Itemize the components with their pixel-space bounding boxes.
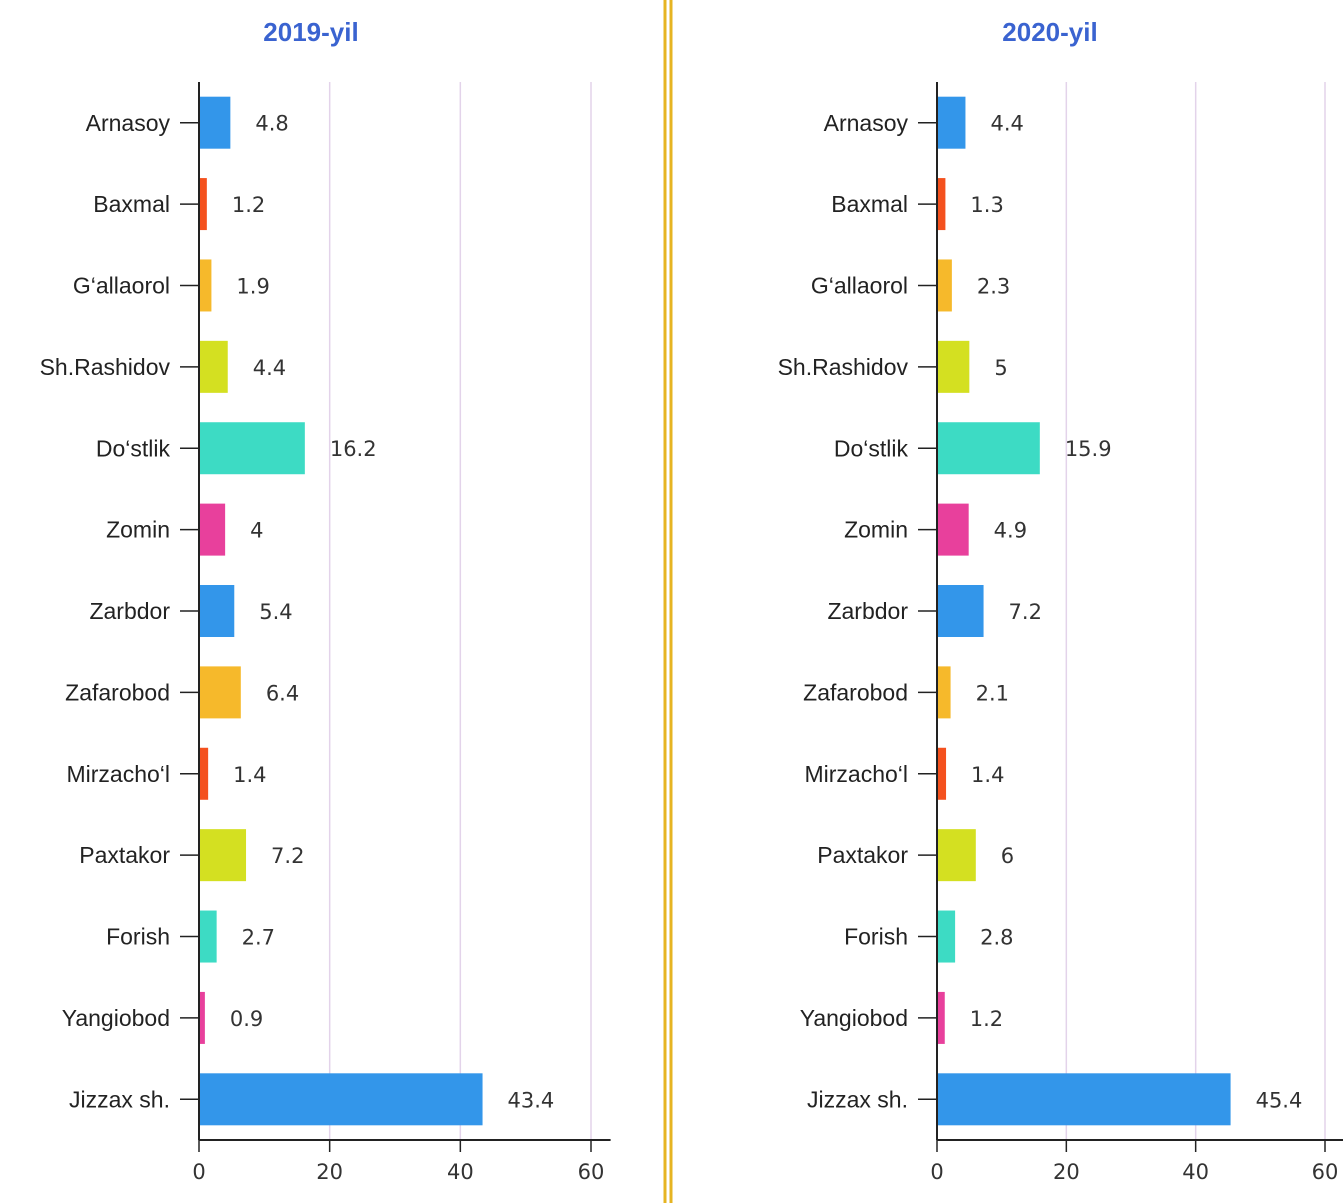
data-label: 2.7 xyxy=(242,926,275,950)
data-label: 7.2 xyxy=(1009,600,1042,624)
bar xyxy=(937,666,951,719)
bar xyxy=(937,259,952,312)
data-label: 4.8 xyxy=(255,112,288,136)
y-tick-label: Sh.Rashidov xyxy=(778,354,909,380)
data-label: 2.1 xyxy=(976,681,1009,705)
bar xyxy=(199,340,228,393)
bar xyxy=(937,747,947,800)
y-tick-label: Paxtakor xyxy=(817,842,908,868)
bar xyxy=(199,422,305,475)
bar xyxy=(937,991,945,1044)
bar xyxy=(199,910,217,963)
bar xyxy=(199,1073,483,1126)
x-tick-label: 40 xyxy=(1182,1160,1209,1184)
bar xyxy=(937,1073,1231,1126)
bar xyxy=(199,178,207,231)
y-tick-label: Mirzacho‘l xyxy=(804,761,908,787)
data-label: 1.3 xyxy=(970,193,1003,217)
data-label: 1.4 xyxy=(233,763,266,787)
x-tick-label: 60 xyxy=(1312,1160,1339,1184)
bar xyxy=(937,585,984,637)
y-tick-label: Zarbdor xyxy=(89,598,170,624)
x-tick-label: 60 xyxy=(578,1160,605,1184)
y-tick-label: Zomin xyxy=(844,517,908,543)
y-tick-label: Arnasoy xyxy=(86,110,171,136)
y-tick-label: G‘allaorol xyxy=(811,273,908,299)
data-label: 15.9 xyxy=(1065,437,1112,461)
data-label: 6 xyxy=(1001,844,1014,868)
y-tick-label: Jizzax sh. xyxy=(69,1086,170,1112)
bar xyxy=(199,991,205,1044)
y-tick-label: Baxmal xyxy=(93,191,170,217)
bar xyxy=(199,666,241,719)
data-label: 7.2 xyxy=(271,844,304,868)
data-label: 4 xyxy=(250,519,263,543)
data-label: 45.4 xyxy=(1256,1088,1303,1112)
bar xyxy=(937,178,946,231)
bar xyxy=(199,259,212,312)
bar xyxy=(937,422,1040,475)
y-tick-label: Arnasoy xyxy=(824,110,909,136)
data-label: 4.4 xyxy=(990,112,1023,136)
bar xyxy=(937,503,969,556)
bar xyxy=(937,829,976,882)
bar xyxy=(199,503,226,556)
bar xyxy=(199,585,235,637)
y-tick-label: Zarbdor xyxy=(827,598,908,624)
x-tick-label: 40 xyxy=(447,1160,474,1184)
y-tick-label: Zomin xyxy=(106,517,170,543)
y-tick-label: Paxtakor xyxy=(79,842,170,868)
data-label: 1.9 xyxy=(236,274,269,298)
data-label: 2.3 xyxy=(977,274,1010,298)
x-tick-label: 20 xyxy=(316,1160,343,1184)
bar xyxy=(937,96,966,149)
data-label: 4.9 xyxy=(994,519,1027,543)
y-tick-label: G‘allaorol xyxy=(73,273,170,299)
bar xyxy=(199,829,247,882)
y-tick-label: Yangiobod xyxy=(800,1005,908,1031)
y-tick-label: Do‘stlik xyxy=(96,435,171,461)
y-tick-label: Forish xyxy=(844,924,908,950)
bar xyxy=(937,340,970,393)
y-tick-label: Forish xyxy=(106,924,170,950)
data-label: 5.4 xyxy=(259,600,292,624)
data-label: 43.4 xyxy=(508,1088,555,1112)
y-tick-label: Sh.Rashidov xyxy=(40,354,171,380)
data-label: 1.2 xyxy=(970,1007,1003,1031)
y-tick-label: Zafarobod xyxy=(65,679,170,705)
y-tick-label: Do‘stlik xyxy=(834,435,909,461)
bar xyxy=(199,747,209,800)
y-tick-label: Baxmal xyxy=(831,191,908,217)
y-tick-label: Yangiobod xyxy=(62,1005,170,1031)
x-tick-label: 0 xyxy=(192,1160,205,1184)
y-tick-label: Mirzacho‘l xyxy=(66,761,170,787)
y-tick-label: Jizzax sh. xyxy=(807,1086,908,1112)
chart-title: 2020-yil xyxy=(1002,17,1097,47)
data-label: 2.8 xyxy=(980,926,1013,950)
data-label: 6.4 xyxy=(266,681,299,705)
y-tick-label: Zafarobod xyxy=(803,679,908,705)
bar xyxy=(937,910,956,963)
bar xyxy=(199,96,231,149)
chart-title: 2019-yil xyxy=(263,17,358,47)
x-tick-label: 20 xyxy=(1053,1160,1080,1184)
data-label: 0.9 xyxy=(230,1007,263,1031)
data-label: 4.4 xyxy=(253,356,286,380)
x-tick-label: 0 xyxy=(930,1160,943,1184)
data-label: 5 xyxy=(994,356,1007,380)
data-label: 16.2 xyxy=(330,437,377,461)
data-label: 1.4 xyxy=(971,763,1004,787)
data-label: 1.2 xyxy=(232,193,265,217)
